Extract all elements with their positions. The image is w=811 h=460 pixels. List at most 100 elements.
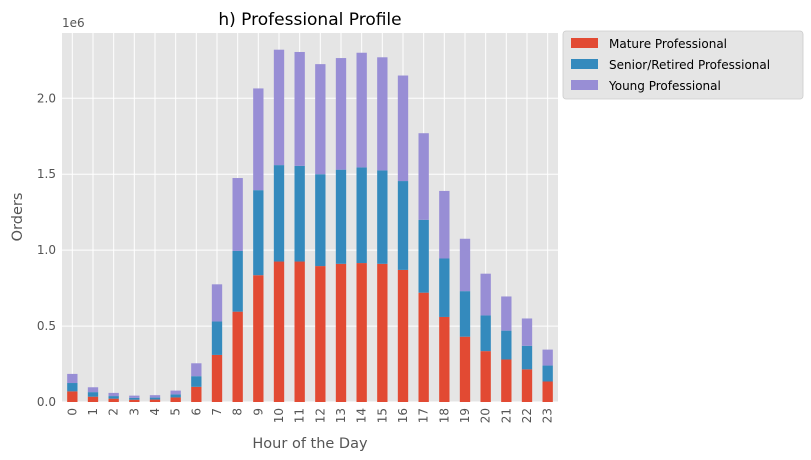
legend-swatch-0 (571, 38, 598, 48)
bar-2-series-1 (108, 396, 119, 399)
bar-7-series-0 (211, 354, 223, 402)
x-tick-label-20: 20 (479, 408, 493, 423)
bar-9-series-1 (253, 190, 264, 276)
y-tick-labels: 0.0 0.5 1.0 1.5 2.0 (37, 91, 56, 409)
x-tick-label-13: 13 (334, 408, 348, 423)
legend: Mature Professional Senior/Retired Profes… (562, 30, 804, 100)
bar-17-series-0 (418, 292, 429, 402)
legend-swatch-1 (571, 59, 598, 69)
bar-8-series-0 (232, 311, 243, 402)
bar-16-series-1 (397, 181, 409, 270)
bar-16-series-0 (397, 269, 409, 402)
bar-1-series-1 (87, 392, 99, 397)
x-tick-label-12: 12 (313, 408, 327, 423)
bar-19-series-0 (459, 336, 471, 402)
bar-10-series-1 (273, 165, 285, 262)
legend-items: Mature Professional Senior/Retired Profes… (571, 37, 770, 93)
bar-11-series-1 (294, 165, 305, 262)
bar-12-series-2 (315, 64, 326, 175)
bar-3-series-0 (129, 399, 140, 402)
bar-14-series-0 (356, 263, 367, 402)
bar-8-series-2 (232, 178, 243, 251)
bars (67, 49, 553, 402)
bar-23-series-2 (542, 349, 553, 366)
x-tick-label-3: 3 (127, 408, 141, 416)
bar-12-series-0 (315, 266, 326, 402)
legend-label-1: Senior/Retired Professional (609, 58, 770, 72)
bar-17-series-1 (418, 219, 429, 293)
x-tick-label-15: 15 (375, 408, 389, 423)
x-tick-label-6: 6 (189, 408, 203, 416)
legend-box (562, 30, 804, 100)
x-axis-label: Hour of the Day (252, 436, 368, 452)
bar-1-series-2 (87, 387, 99, 393)
bar-23-series-1 (542, 365, 553, 382)
x-tick-label-18: 18 (437, 408, 451, 423)
bar-0-series-1 (67, 383, 78, 392)
bar-19-series-1 (459, 291, 471, 337)
y-axis-label: Orders (10, 193, 26, 242)
bar-9-series-2 (253, 88, 264, 191)
bar-10-series-2 (273, 49, 285, 166)
y-tick-label-2: 1.0 (37, 243, 56, 257)
bar-21-series-2 (501, 296, 512, 331)
x-tick-label-17: 17 (417, 408, 431, 423)
bar-6-series-2 (191, 363, 202, 377)
bar-4-series-1 (149, 397, 161, 400)
legend-swatch-2 (571, 80, 598, 90)
bar-2-series-2 (108, 392, 119, 397)
x-tick-label-14: 14 (355, 408, 369, 423)
x-tick-label-0: 0 (65, 408, 79, 416)
bar-21-series-0 (501, 359, 512, 402)
bar-14-series-2 (356, 52, 367, 168)
bar-8-series-1 (232, 250, 243, 312)
bar-13-series-2 (335, 58, 347, 170)
bar-15-series-2 (377, 57, 388, 171)
x-tick-label-5: 5 (169, 408, 183, 416)
bar-20-series-2 (480, 273, 491, 316)
bar-11-series-0 (294, 261, 305, 402)
bar-15-series-1 (377, 170, 388, 264)
bar-5-series-1 (170, 394, 181, 398)
bar-21-series-1 (501, 330, 512, 360)
bar-23-series-0 (542, 381, 553, 402)
bar-18-series-0 (439, 316, 450, 402)
x-tick-labels: 0 1 2 3 4 5 6 7 8 9 10 11 12 13 14 15 16 17 18 19 20 21 22 23 (65, 408, 554, 423)
bar-14-series-1 (356, 167, 367, 264)
bar-2-series-0 (108, 398, 119, 402)
x-tick-label-22: 22 (520, 408, 534, 423)
x-tick-label-2: 2 (107, 408, 121, 416)
legend-label-0: Mature Professional (609, 37, 727, 51)
bar-20-series-1 (480, 315, 491, 352)
x-tick-label-11: 11 (293, 408, 307, 423)
y-tick-label-0: 0.0 (37, 395, 56, 409)
bar-9-series-0 (253, 275, 264, 402)
bar-0-series-2 (67, 373, 78, 384)
bar-4-series-2 (149, 395, 161, 398)
x-tick-label-10: 10 (272, 408, 286, 423)
x-tick-label-21: 21 (499, 408, 513, 423)
bar-13-series-0 (335, 263, 347, 402)
x-tick-label-1: 1 (86, 408, 100, 416)
bar-3-series-2 (129, 395, 140, 398)
bar-12-series-1 (315, 174, 326, 267)
bar-18-series-2 (439, 190, 450, 259)
bar-3-series-1 (129, 397, 140, 400)
bar-22-series-0 (521, 369, 533, 402)
bar-1-series-0 (87, 396, 99, 402)
bar-17-series-2 (418, 133, 429, 220)
plot-area (62, 33, 558, 402)
bar-10-series-0 (273, 261, 285, 402)
bar-22-series-2 (521, 318, 533, 346)
bar-20-series-0 (480, 351, 491, 402)
x-tick-label-9: 9 (251, 408, 265, 416)
bar-15-series-0 (377, 263, 388, 402)
bar-7-series-2 (211, 284, 223, 322)
y-offset-label: 1e6 (62, 16, 85, 30)
bar-16-series-2 (397, 75, 409, 182)
y-tick-label-3: 1.5 (37, 167, 56, 181)
x-tick-label-23: 23 (541, 408, 555, 423)
chart-title: h) Professional Profile (218, 10, 401, 30)
bar-5-series-2 (170, 390, 181, 395)
